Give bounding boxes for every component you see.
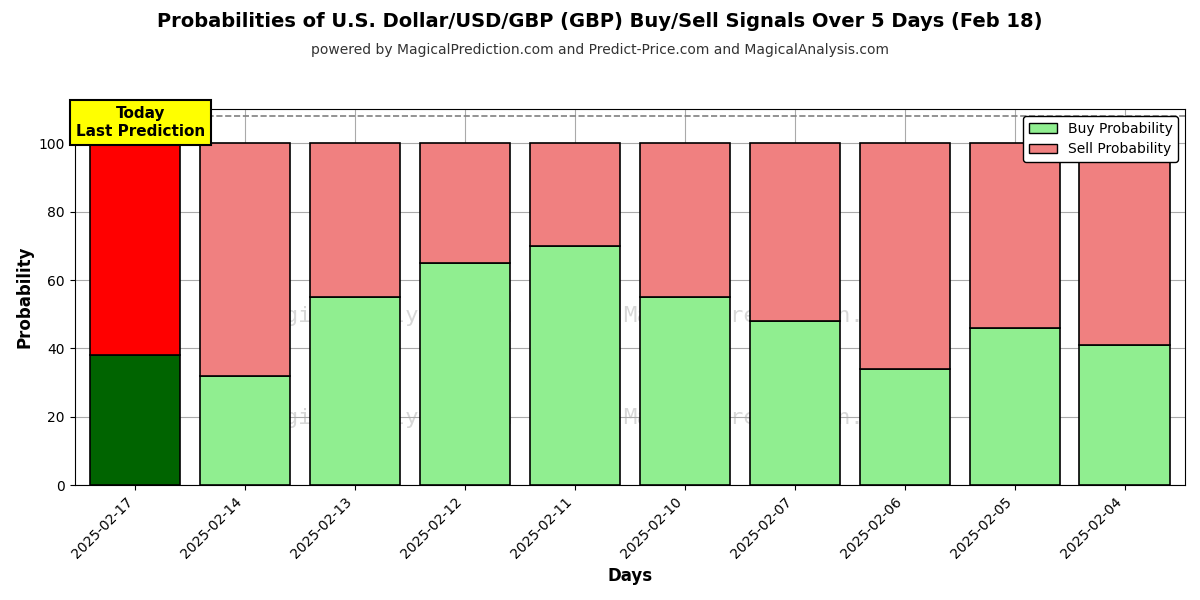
Text: MagicalAnalysis.com: MagicalAnalysis.com	[258, 306, 512, 326]
Bar	[200, 143, 290, 376]
Bar	[529, 246, 620, 485]
Bar	[640, 143, 730, 297]
Bar	[970, 328, 1060, 485]
Bar	[640, 297, 730, 485]
Text: powered by MagicalPrediction.com and Predict-Price.com and MagicalAnalysis.com: powered by MagicalPrediction.com and Pre…	[311, 43, 889, 57]
Legend: Buy Probability, Sell Probability: Buy Probability, Sell Probability	[1024, 116, 1178, 162]
Bar	[310, 297, 400, 485]
Bar	[859, 369, 949, 485]
Bar	[420, 263, 510, 485]
Bar	[200, 376, 290, 485]
Text: Today
Last Prediction: Today Last Prediction	[76, 106, 205, 139]
Y-axis label: Probability: Probability	[16, 246, 34, 349]
Bar	[1080, 143, 1170, 345]
Text: Probabilities of U.S. Dollar/USD/GBP (GBP) Buy/Sell Signals Over 5 Days (Feb 18): Probabilities of U.S. Dollar/USD/GBP (GB…	[157, 12, 1043, 31]
X-axis label: Days: Days	[607, 567, 653, 585]
Text: MagicalPrediction.com: MagicalPrediction.com	[623, 306, 904, 326]
Bar	[420, 143, 510, 263]
Bar	[90, 355, 180, 485]
Bar	[750, 321, 840, 485]
Bar	[750, 143, 840, 321]
Bar	[90, 143, 180, 355]
Text: MagicalAnalysis.com: MagicalAnalysis.com	[258, 407, 512, 428]
Bar	[1080, 345, 1170, 485]
Bar	[310, 143, 400, 297]
Text: MagicalPrediction.com: MagicalPrediction.com	[623, 407, 904, 428]
Bar	[970, 143, 1060, 328]
Bar	[529, 143, 620, 246]
Bar	[859, 143, 949, 369]
